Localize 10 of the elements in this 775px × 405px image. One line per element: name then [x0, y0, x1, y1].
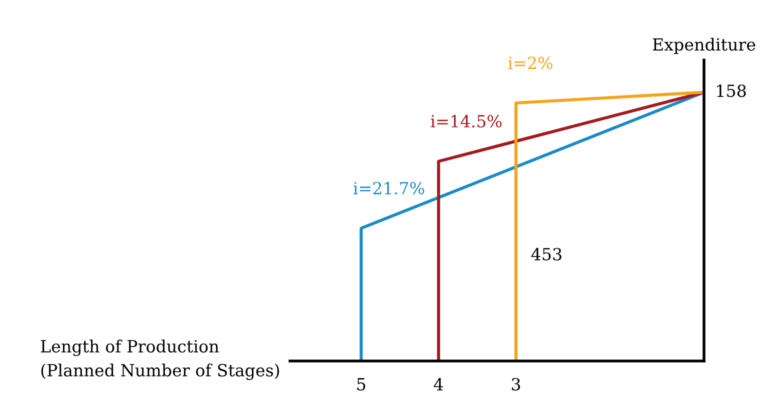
series-label: i=14.5% [430, 114, 502, 128]
series-label: i=2% [508, 56, 552, 70]
x-tick-label: 4 [434, 378, 444, 390]
x-tick-label: 3 [512, 378, 520, 391]
annotation: 453 [531, 248, 562, 260]
annotation: 158 [717, 84, 746, 98]
series-label: i=21.7% [353, 182, 424, 194]
y-axis-title: Expenditure [652, 38, 756, 54]
x-tick-label: 5 [357, 378, 366, 391]
x-axis-title: Length of Production (Planned Number of Stages) [40, 340, 280, 380]
